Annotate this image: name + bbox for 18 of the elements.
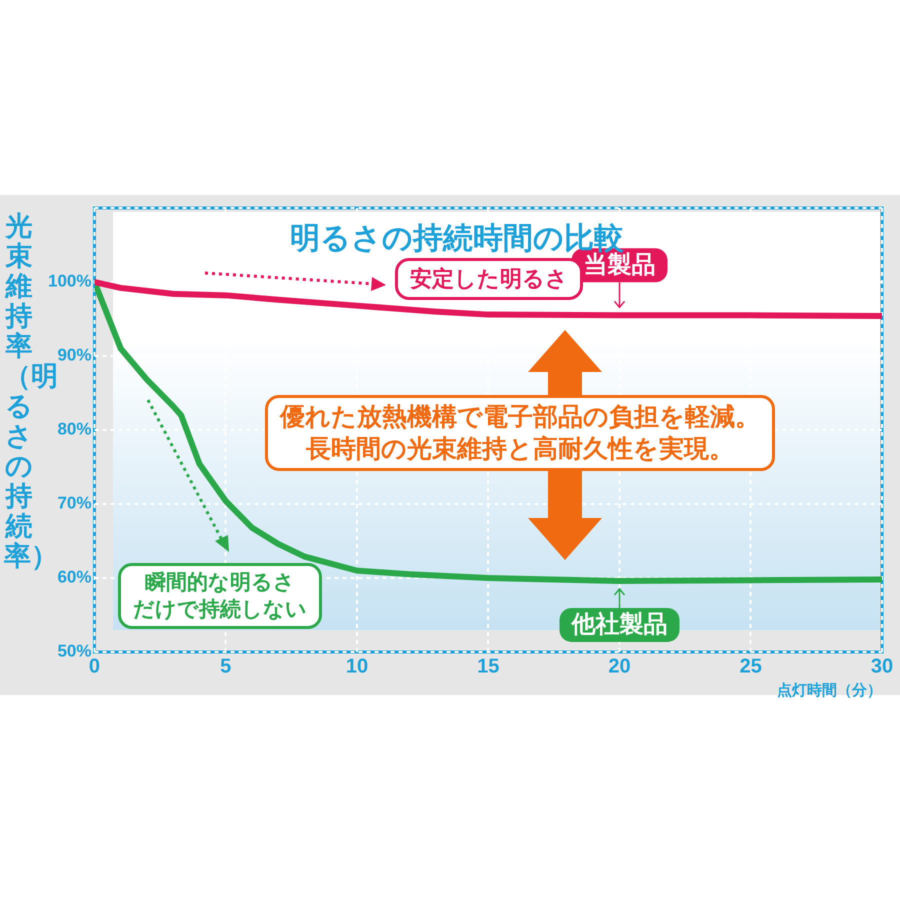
y-tick-label: 60% — [57, 568, 92, 587]
x-tick-label: 10 — [346, 656, 368, 678]
x-tick-label: 0 — [88, 656, 100, 678]
x-tick-label: 5 — [220, 656, 232, 678]
annotation: 安定した明るさ — [395, 258, 583, 300]
x-tick-label: 15 — [477, 656, 500, 678]
y-tick-label: 50% — [57, 642, 92, 661]
y-tick-label: 70% — [57, 494, 92, 513]
legend-label: 他社製品 — [570, 610, 668, 638]
y-tick-label: 100% — [48, 272, 92, 291]
y-tick-label: 80% — [57, 420, 92, 439]
annotation: 瞬間的な明るさだけで持続しない — [118, 563, 322, 629]
annotation: 優れた放熱機構で電子部品の負担を軽減。長時間の光束維持と高耐久性を実現。 — [265, 395, 775, 471]
x-tick-label: 20 — [608, 656, 631, 678]
x-tick-label: 30 — [870, 656, 894, 678]
x-axis-title: 点灯時間（分） — [777, 682, 882, 700]
x-tick-label: 25 — [740, 656, 762, 678]
y-tick-label: 90% — [57, 346, 92, 365]
